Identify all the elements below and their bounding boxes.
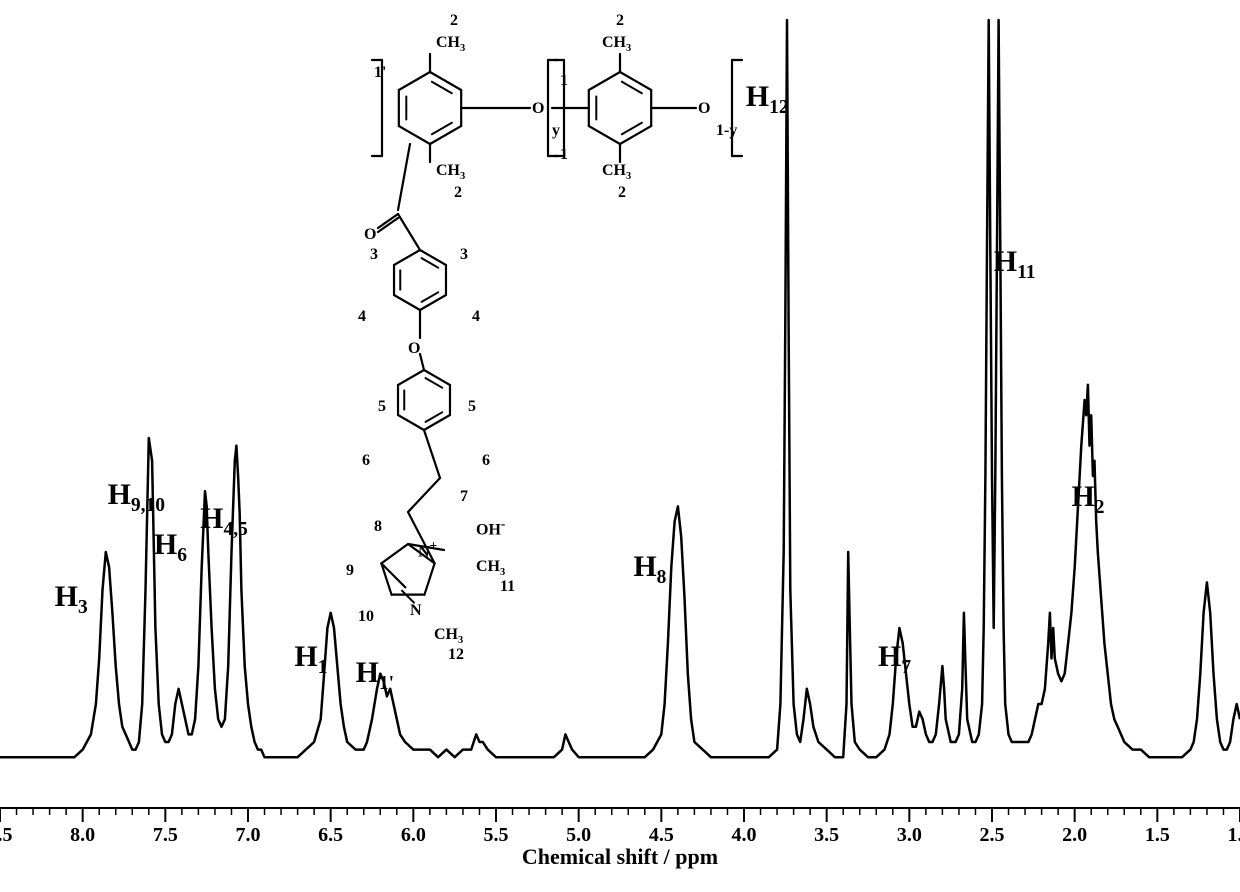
structure-label: 1' xyxy=(374,64,386,82)
peak-label-H910: H9,10 xyxy=(108,478,165,517)
structure-label: CH3 xyxy=(476,558,505,578)
tick-label: 6.0 xyxy=(401,824,426,847)
structure-label: CH3 xyxy=(602,34,631,54)
tick-label: 1.5 xyxy=(1145,824,1170,847)
structure-svg xyxy=(0,0,1240,892)
structure-bond xyxy=(398,370,424,385)
structure-label: 10 xyxy=(358,608,374,626)
nmr-chart: 22CH3CH31'1OOy1-y1CH3CH322O3344O556678OH… xyxy=(0,0,1240,892)
tick-label: 3.5 xyxy=(814,824,839,847)
structure-bond xyxy=(430,126,461,144)
structure-bond xyxy=(424,370,450,385)
structure-label: O xyxy=(364,226,376,244)
structure-bond xyxy=(381,544,408,563)
structure-bond xyxy=(420,354,424,370)
structure-label: 1 xyxy=(560,72,568,90)
structure-label: 3 xyxy=(460,246,468,264)
peak-label-H8: H8 xyxy=(633,550,666,589)
structure-bond xyxy=(402,591,414,603)
structure-label: 2 xyxy=(454,184,462,202)
peak-label-H11: H11 xyxy=(994,245,1036,284)
tick-label: 4.0 xyxy=(732,824,757,847)
structure-label: 5 xyxy=(378,398,386,416)
structure-bond xyxy=(589,72,620,90)
structure-bond xyxy=(398,144,410,210)
tick-label: 3.0 xyxy=(897,824,922,847)
tick-label: 8.5 xyxy=(0,824,13,847)
structure-bond xyxy=(589,126,620,144)
structure-label: 7 xyxy=(460,488,468,506)
structure-bond xyxy=(394,295,420,310)
structure-bond xyxy=(398,415,424,430)
structure-label: 1 xyxy=(560,146,568,164)
structure-bond xyxy=(424,563,434,594)
tick-label: 1.0 xyxy=(1228,824,1240,847)
structure-label: N+ xyxy=(418,538,437,561)
peak-label-H2: H2 xyxy=(1071,480,1104,519)
structure-label: CH3 xyxy=(436,162,465,182)
structure-label: 2 xyxy=(616,12,624,30)
structure-bond xyxy=(399,126,430,144)
structure-label: O xyxy=(698,100,710,118)
structure-label: 4 xyxy=(472,308,480,326)
structure-label: OH- xyxy=(476,516,505,539)
structure-bond xyxy=(394,250,420,265)
structure-label: y xyxy=(552,122,560,140)
structure-label: 4 xyxy=(358,308,366,326)
structure-bond xyxy=(398,214,420,250)
peak-label-H1p: H1' xyxy=(356,656,395,695)
structure-label: 2 xyxy=(450,12,458,30)
structure-label: O xyxy=(408,340,420,358)
tick-label: 7.0 xyxy=(236,824,261,847)
peak-label-H12: H12 xyxy=(746,80,789,119)
peak-label-H7: H7 xyxy=(878,640,911,679)
structure-label: 5 xyxy=(468,398,476,416)
structure-bond xyxy=(430,72,461,90)
structure-bond xyxy=(420,295,446,310)
x-axis-label: Chemical shift / ppm xyxy=(522,844,718,870)
structure-label: O xyxy=(532,100,544,118)
structure-label: 6 xyxy=(482,452,490,470)
structure-label: 6 xyxy=(362,452,370,470)
structure-label: 3 xyxy=(370,246,378,264)
structure-label: CH3 xyxy=(436,34,465,54)
structure-label: 2 xyxy=(618,184,626,202)
peak-label-H45: H4,5 xyxy=(200,502,248,541)
tick-label: 2.5 xyxy=(980,824,1005,847)
structure-label: CH3 xyxy=(434,626,463,646)
structure-bond xyxy=(620,126,651,144)
tick-label: 2.0 xyxy=(1062,824,1087,847)
structure-bond xyxy=(408,478,440,512)
peak-label-H6: H6 xyxy=(154,528,187,567)
tick-label: 8.0 xyxy=(70,824,95,847)
structure-bond xyxy=(420,250,446,265)
structure-label: N xyxy=(410,602,422,620)
structure-bond xyxy=(424,430,440,478)
structure-label: 11 xyxy=(500,578,515,596)
structure-label: 12 xyxy=(448,646,464,664)
structure-label: 9 xyxy=(346,562,354,580)
structure-bond xyxy=(424,415,450,430)
structure-bond xyxy=(620,72,651,90)
tick-label: 5.5 xyxy=(484,824,509,847)
tick-label: 7.5 xyxy=(153,824,178,847)
structure-label: 8 xyxy=(374,518,382,536)
peak-label-H3: H3 xyxy=(55,580,88,619)
tick-label: 6.5 xyxy=(318,824,343,847)
peak-label-H1: H1 xyxy=(294,640,327,679)
structure-label: CH3 xyxy=(602,162,631,182)
structure-bond xyxy=(399,72,430,90)
structure-label: 1-y xyxy=(716,122,737,140)
